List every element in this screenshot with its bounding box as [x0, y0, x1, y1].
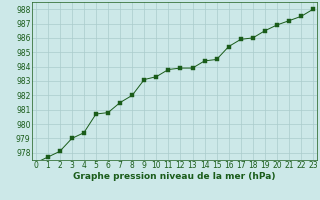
X-axis label: Graphe pression niveau de la mer (hPa): Graphe pression niveau de la mer (hPa) — [73, 172, 276, 181]
